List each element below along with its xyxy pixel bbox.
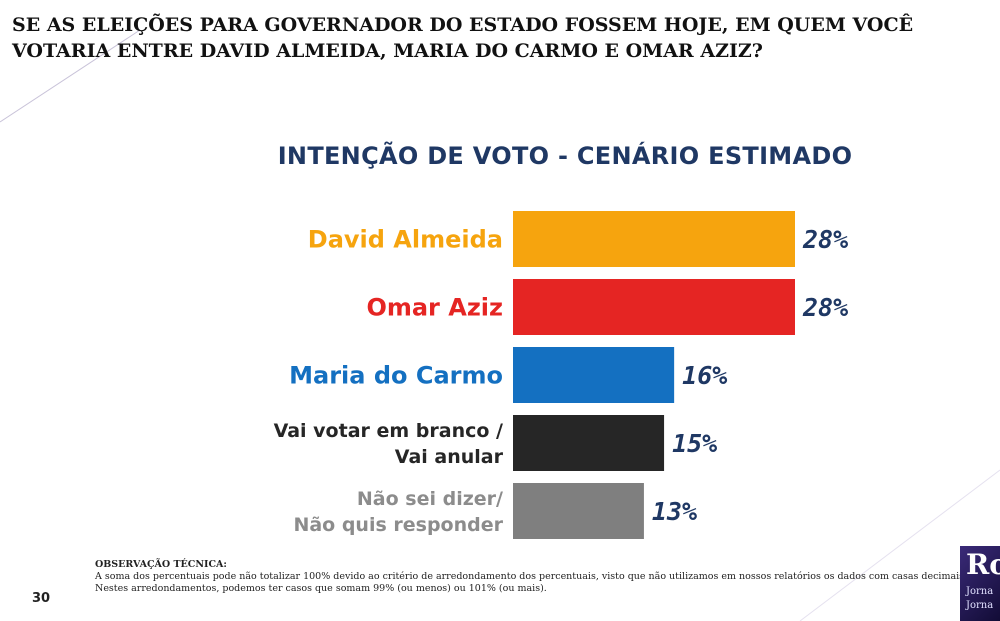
value-label-nao-sei: 13% xyxy=(652,497,697,526)
logo-text-2: Jorna xyxy=(966,600,994,611)
bar-nao-sei xyxy=(513,483,644,539)
category-label-line: Vai anular xyxy=(395,446,504,468)
category-label-line: David Almeida xyxy=(308,226,503,254)
bar-omar-aziz xyxy=(513,279,795,335)
category-label-omar-aziz: Omar Aziz xyxy=(366,294,503,322)
category-label-line: Omar Aziz xyxy=(366,294,503,322)
page-number: 30 xyxy=(32,591,51,606)
category-label-branco-anular: Vai votar em branco / Vai anular xyxy=(274,420,504,468)
category-label-david-almeida: David Almeida xyxy=(308,226,503,254)
category-label-line: Não quis responder xyxy=(293,514,503,536)
chart-title: INTENÇÃO DE VOTO - CENÁRIO ESTIMADO xyxy=(277,142,853,170)
category-label-line: Não sei dizer/ xyxy=(357,488,503,510)
logo: Ro Jorna Jorna xyxy=(960,546,1000,621)
category-label-line: Vai votar em branco / xyxy=(274,420,503,442)
technical-note-heading: OBSERVAÇÃO TÉCNICA: xyxy=(95,559,227,570)
bar-maria-do-carmo xyxy=(513,347,675,403)
technical-note: OBSERVAÇÃO TÉCNICA: A soma dos percentua… xyxy=(95,559,975,595)
category-label-maria-do-carmo: Maria do Carmo xyxy=(289,362,503,390)
technical-note-line-2: Nestes arredondamentos, podemos ter caso… xyxy=(95,583,547,594)
category-label-line: Maria do Carmo xyxy=(289,362,503,390)
value-label-omar-aziz: 28% xyxy=(802,293,848,322)
value-label-maria-do-carmo: 16% xyxy=(682,361,727,390)
logo-text-1: Jorna xyxy=(966,586,994,597)
bar-branco-anular xyxy=(513,415,665,471)
value-label-branco-anular: 15% xyxy=(672,429,717,458)
bar-david-almeida xyxy=(513,211,795,267)
category-label-nao-sei: Não sei dizer/Não quis responder xyxy=(293,488,503,536)
logo-mark: Ro xyxy=(966,548,1000,581)
survey-question: SE AS ELEIÇÕES PARA GOVERNADOR DO ESTADO… xyxy=(12,14,914,62)
value-label-david-almeida: 28% xyxy=(802,225,848,254)
technical-note-line-1: A soma dos percentuais pode não totaliza… xyxy=(95,571,968,582)
